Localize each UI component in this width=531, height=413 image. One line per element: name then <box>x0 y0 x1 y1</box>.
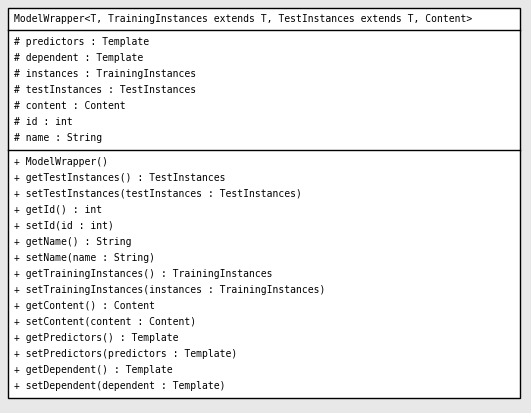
Text: + getTrainingInstances() : TrainingInstances: + getTrainingInstances() : TrainingInsta… <box>14 269 272 279</box>
Text: + getDependent() : Template: + getDependent() : Template <box>14 365 173 375</box>
Text: # id : int: # id : int <box>14 117 73 127</box>
Text: # name : String: # name : String <box>14 133 102 143</box>
Text: + getContent() : Content: + getContent() : Content <box>14 301 155 311</box>
Text: + setDependent(dependent : Template): + setDependent(dependent : Template) <box>14 381 226 391</box>
Text: + setTestInstances(testInstances : TestInstances): + setTestInstances(testInstances : TestI… <box>14 189 302 199</box>
Text: + setId(id : int): + setId(id : int) <box>14 221 114 231</box>
Text: + ModelWrapper(): + ModelWrapper() <box>14 157 108 167</box>
Text: + setTrainingInstances(instances : TrainingInstances): + setTrainingInstances(instances : Train… <box>14 285 326 295</box>
Text: + setContent(content : Content): + setContent(content : Content) <box>14 317 196 327</box>
Text: + setPredictors(predictors : Template): + setPredictors(predictors : Template) <box>14 349 237 359</box>
Text: + getTestInstances() : TestInstances: + getTestInstances() : TestInstances <box>14 173 226 183</box>
Text: + getId() : int: + getId() : int <box>14 205 102 215</box>
Text: + getPredictors() : Template: + getPredictors() : Template <box>14 333 178 343</box>
Text: # dependent : Template: # dependent : Template <box>14 53 143 63</box>
Text: + getName() : String: + getName() : String <box>14 237 132 247</box>
Text: # predictors : Template: # predictors : Template <box>14 37 149 47</box>
Text: # instances : TrainingInstances: # instances : TrainingInstances <box>14 69 196 79</box>
Text: + setName(name : String): + setName(name : String) <box>14 253 155 263</box>
Text: # content : Content: # content : Content <box>14 101 126 111</box>
Text: # testInstances : TestInstances: # testInstances : TestInstances <box>14 85 196 95</box>
Text: ModelWrapper<T, TrainingInstances extends T, TestInstances extends T, Content>: ModelWrapper<T, TrainingInstances extend… <box>14 14 472 24</box>
